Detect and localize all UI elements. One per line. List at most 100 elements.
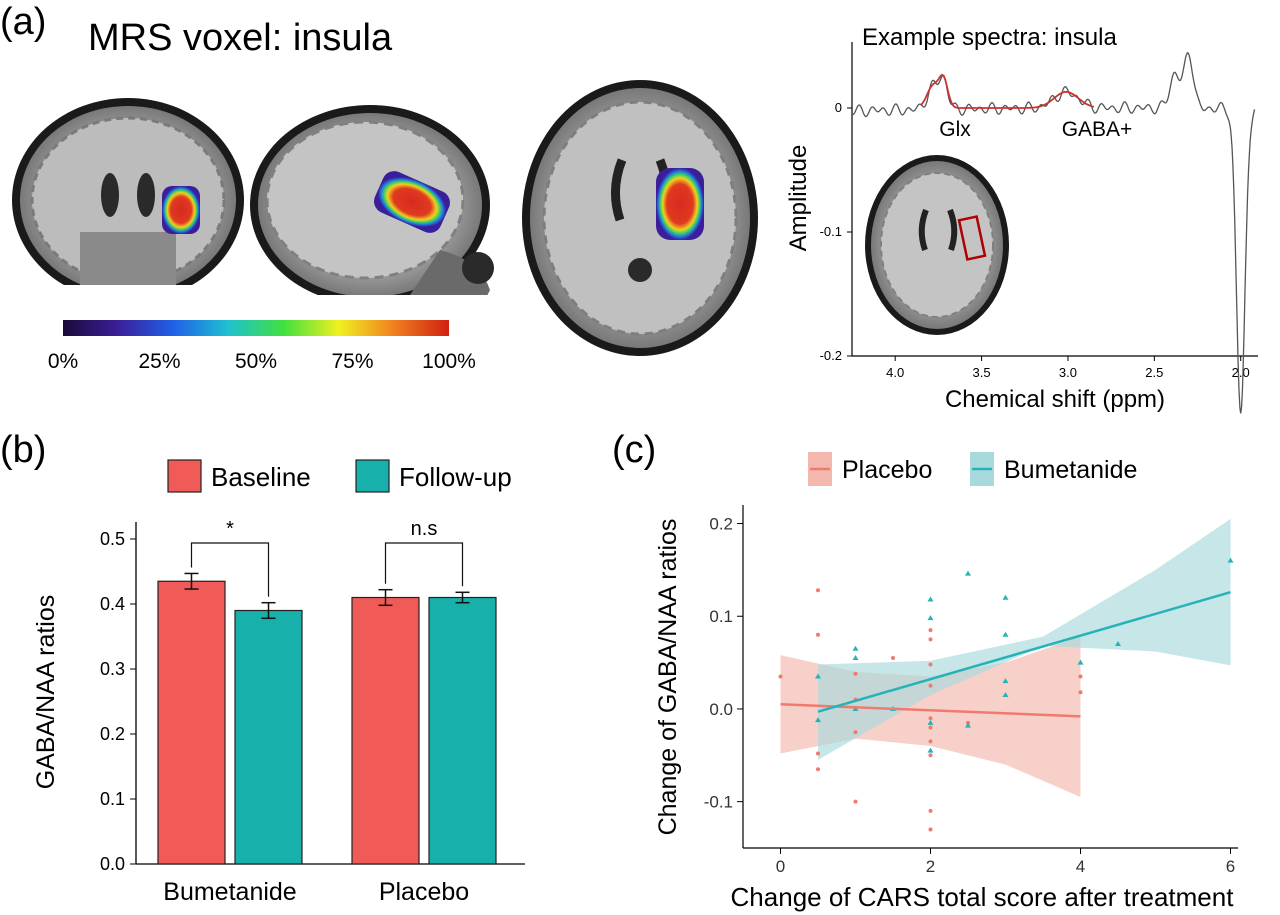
legend-label: Bumetanide [1004, 456, 1137, 484]
coronal-voxel [162, 186, 200, 234]
scatter-point [1078, 674, 1083, 679]
bar [351, 596, 420, 865]
bar-chart-x-tick-label: Placebo [379, 878, 469, 906]
scatter-point [928, 637, 933, 642]
peak-label-glx: Glx [939, 118, 971, 141]
scatter-point [816, 588, 820, 593]
inset-voxel-box [957, 215, 987, 261]
fit-line [780, 703, 1081, 718]
inset-axial-brain-image [865, 155, 1009, 335]
spectrum-y-tick-label: 0 [835, 100, 842, 115]
scatter-point [965, 570, 971, 576]
spectrum-x-tick-label: 2.5 [1145, 365, 1163, 380]
scatter-point [1227, 557, 1234, 563]
scatter-point [928, 725, 933, 730]
scatter-point [928, 716, 933, 721]
legend-label: Placebo [842, 456, 932, 484]
panel-c: (c) Placebo Bumetanide 0 2 4 6 0.2 0.1 0.0 -0.1… [612, 429, 1238, 912]
spectrum-title: Example spectra: insula [862, 24, 1117, 51]
significance-label: * [226, 518, 234, 540]
bar-chart-y-tick-label: 0.1 [100, 789, 125, 809]
scatter-point [815, 717, 821, 723]
legend-label: Baseline [211, 462, 311, 492]
legend-label: Follow-up [399, 462, 512, 492]
scatter-point [1078, 690, 1083, 695]
scatter-y-tick-label: 0.0 [709, 700, 733, 719]
scatter-point [778, 674, 783, 679]
spectrum-line [851, 52, 1256, 414]
scatter-x-ticks: 0 2 4 6 [776, 848, 1235, 876]
colorbar-tick-label: 75% [331, 350, 373, 373]
colorbar-tick-label: 25% [138, 350, 180, 373]
spectrum-x-tick-label: 3.0 [1059, 365, 1077, 380]
axial-voxel [656, 168, 704, 240]
bar-chart-legend: Baseline Follow-up [167, 459, 512, 493]
scatter-point [1077, 659, 1084, 665]
significance-bracket [190, 542, 270, 597]
scatter-point [928, 739, 933, 744]
scatter-point [927, 719, 934, 725]
scatter-point [1002, 594, 1009, 600]
scatter-point [965, 722, 971, 728]
scatter-point [853, 799, 858, 804]
panel-b: (b) Baseline Follow-up 0.0 0.1 0.2 0.3 0.4 0.5… [0, 429, 525, 906]
scatter-point [928, 827, 933, 832]
bar-chart-ylabel: GABA/NAA ratios [32, 595, 60, 790]
spectrum-x-ticks: 4.0 3.5 3.0 2.5 2.0 [886, 356, 1250, 380]
scatter-point [1115, 641, 1121, 647]
panel-a-title: MRS voxel: insula [88, 17, 393, 59]
legend-swatch [355, 459, 390, 493]
spectrum-x-tick-label: 3.5 [973, 365, 991, 380]
scatter-xlabel: Change of CARS total score after treatme… [731, 882, 1235, 912]
scatter-point [816, 632, 820, 637]
significance-bracket [384, 542, 464, 587]
scatter-point [928, 628, 933, 633]
significance-label: n.s [411, 518, 438, 540]
spectrum-x-tick-label: 4.0 [886, 365, 904, 380]
scatter-y-tick-label: 0.2 [709, 515, 733, 534]
spectrum-y-ticks: 0 -0.1 -0.2 [820, 100, 852, 363]
bar-chart-y-tick-label: 0.4 [100, 594, 125, 614]
scatter-point [928, 662, 933, 667]
spectrum-fit-line [920, 73, 1095, 109]
spectrum-y-tick-label: -0.1 [820, 224, 842, 239]
legend-swatch [167, 459, 202, 493]
scatter-point [852, 645, 859, 651]
spectrum-xlabel: Chemical shift (ppm) [945, 386, 1165, 413]
spectrum-x-tick-label: 2.0 [1232, 365, 1250, 380]
colorbar-tick-label: 100% [422, 350, 476, 373]
bar [234, 609, 303, 865]
spectrum-y-tick-label: -0.2 [820, 348, 842, 363]
axial-brain-image [522, 80, 758, 356]
colorbar-tick-label: 0% [48, 350, 78, 373]
bar-chart-y-tick-label: 0.3 [100, 659, 125, 679]
scatter-x-tick-label: 2 [926, 857, 935, 876]
panel-c-label: (c) [612, 429, 656, 471]
scatter-ylabel: Change of GABA/NAA ratios [654, 519, 682, 836]
scatter-fit-lines [780, 590, 1231, 718]
scatter-point [853, 671, 858, 676]
peak-label-gaba: GABA+ [1062, 118, 1133, 141]
scatter-x-tick-label: 4 [1076, 857, 1085, 876]
scatter-point [816, 767, 820, 772]
scatter-legend: Placebo Bumetanide [808, 452, 1137, 486]
bar-chart-x-ticks: Bumetanide Placebo [163, 878, 469, 906]
colorbar-tick-labels: 0% 25% 50% 75% 100% [48, 350, 476, 373]
bar-chart-y-tick-label: 0.5 [100, 529, 125, 549]
panel-a: (a) MRS voxel: insula [0, 1, 1258, 414]
bar [157, 580, 226, 865]
fit-line [817, 590, 1231, 713]
bar-chart-significance: * n.s [190, 518, 464, 597]
bar-chart-x-tick-label: Bumetanide [163, 878, 296, 906]
bar-chart-y-tick-label: 0.2 [100, 724, 125, 744]
scatter-x-tick-label: 6 [1226, 857, 1235, 876]
panel-a-label: (a) [0, 1, 46, 43]
panel-b-label: (b) [0, 429, 46, 471]
bar-chart-y-ticks: 0.0 0.1 0.2 0.3 0.4 0.5 [100, 529, 136, 874]
scatter-point [1002, 631, 1009, 637]
coronal-brain-image [0, 98, 256, 310]
scatter-point [815, 673, 821, 679]
spectrum-plot: Example spectra: insula 4.0 3.5 3.0 2.5 2.0 … [785, 24, 1258, 414]
sagittal-brain-image [250, 105, 500, 315]
